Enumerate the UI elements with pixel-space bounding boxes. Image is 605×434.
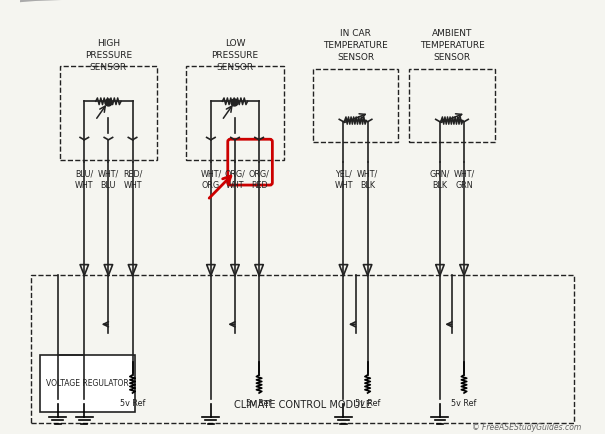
Text: YEL/
WHT: YEL/ WHT <box>334 170 353 190</box>
Text: 5v Ref: 5v Ref <box>120 399 145 408</box>
Text: 5v Ref: 5v Ref <box>355 399 381 408</box>
Text: WHT/
BLK: WHT/ BLK <box>357 170 378 190</box>
Text: ORG/
RED: ORG/ RED <box>249 170 270 190</box>
Text: WHT/
ORG: WHT/ ORG <box>200 170 221 190</box>
Text: VOLTAGE REGULATOR: VOLTAGE REGULATOR <box>46 379 129 388</box>
Text: HIGH
PRESSURE
SENSOR: HIGH PRESSURE SENSOR <box>85 39 132 72</box>
Text: LOW
PRESSURE
SENSOR: LOW PRESSURE SENSOR <box>211 39 258 72</box>
Text: WHT/
BLU: WHT/ BLU <box>98 170 119 190</box>
Text: AMBIENT
TEMPERATURE
SENSOR: AMBIENT TEMPERATURE SENSOR <box>420 29 485 62</box>
Text: BLU/
WHT: BLU/ WHT <box>75 170 94 190</box>
Text: GRN/
BLK: GRN/ BLK <box>430 170 450 190</box>
Text: CLIMATE CONTROL MODULE: CLIMATE CONTROL MODULE <box>234 400 371 410</box>
Text: ORG/
WHT: ORG/ WHT <box>224 170 246 190</box>
Text: RED/
WHT: RED/ WHT <box>123 170 142 190</box>
Bar <box>40 355 135 412</box>
Text: IN CAR
TEMPERATURE
SENSOR: IN CAR TEMPERATURE SENSOR <box>323 29 388 62</box>
Text: 5v Ref: 5v Ref <box>451 399 477 408</box>
Text: 5v Ref: 5v Ref <box>246 399 272 408</box>
Text: © FreeASEStudyGuides.com: © FreeASEStudyGuides.com <box>472 423 581 431</box>
Text: WHT/
GRN: WHT/ GRN <box>453 170 475 190</box>
